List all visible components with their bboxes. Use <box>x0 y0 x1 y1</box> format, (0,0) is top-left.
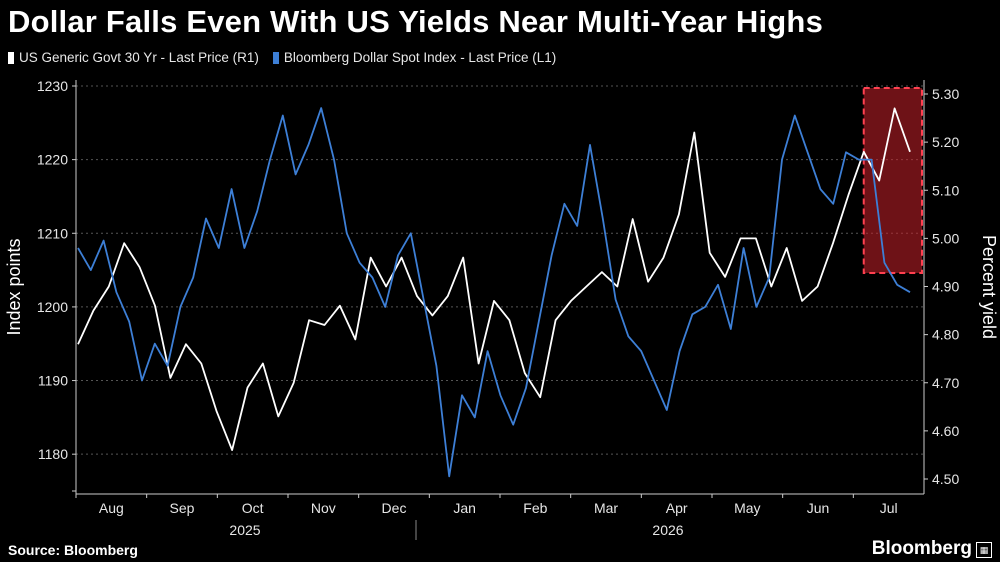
legend-swatch-yield <box>8 51 14 64</box>
y-right-tick-label: 5.20 <box>932 134 959 150</box>
brand-logo: Bloomberg <box>871 538 972 559</box>
legend-label-yield: US Generic Govt 30 Yr - Last Price (R1) <box>19 50 259 65</box>
x-tick-label: Sep <box>170 500 195 516</box>
x-tick-label: Feb <box>523 500 547 516</box>
y-left-axis-title: Index points <box>4 238 24 335</box>
y-left-tick-label: 1180 <box>38 446 68 462</box>
x-tick-label: Oct <box>242 500 264 516</box>
y-right-tick-label: 4.70 <box>932 375 959 391</box>
x-tick-label: Jun <box>807 500 830 516</box>
y-right-tick-label: 5.10 <box>932 182 959 198</box>
chart-title: Dollar Falls Even With US Yields Near Mu… <box>8 4 824 39</box>
y-right-axis-title: Percent yield <box>979 235 999 339</box>
legend-item-dollar: Bloomberg Dollar Spot Index - Last Price… <box>272 50 557 65</box>
x-tick-label: May <box>734 500 760 516</box>
dollar-series-line <box>77 107 911 478</box>
y-left-tick-label: 1200 <box>37 299 68 315</box>
x-tick-label: Nov <box>311 500 336 516</box>
x-year-label: 2025 <box>229 522 260 538</box>
legend-label-dollar: Bloomberg Dollar Spot Index - Last Price… <box>283 50 557 65</box>
series-layer <box>77 107 911 478</box>
y-right-tick-label: 5.30 <box>932 86 959 102</box>
y-left-tick-label: 1220 <box>37 152 68 168</box>
y-right-tick-label: 4.50 <box>932 471 959 487</box>
source-note: Source: Bloomberg <box>8 542 138 558</box>
grid-lines <box>76 85 924 455</box>
legend-swatch-dollar <box>272 51 279 64</box>
y-left-tick-label: 1230 <box>37 78 68 94</box>
y-right-tick-label: 5.00 <box>932 230 959 246</box>
x-tick-label: Jul <box>880 500 898 516</box>
x-tick-label: Apr <box>666 500 688 516</box>
axes-layer: 1230 1220 1210 1200 1190 1180 5.30 5.20 5.10 5.00… <box>4 78 999 540</box>
y-left-tick-label: 1190 <box>38 373 68 389</box>
y-right-tick-label: 4.90 <box>932 279 959 295</box>
x-year-label: 2026 <box>652 522 683 538</box>
y-right-tick-label: 4.60 <box>932 423 959 439</box>
legend-item-yield: US Generic Govt 30 Yr - Last Price (R1) <box>8 50 259 65</box>
y-right-tick-label: 4.80 <box>932 327 959 343</box>
bloomberg-icon: ▦ <box>976 542 992 558</box>
x-tick-label: Jan <box>453 500 476 516</box>
legend: US Generic Govt 30 Yr - Last Price (R1) … <box>8 50 556 65</box>
x-tick-label: Aug <box>99 500 124 516</box>
yield-series-line <box>77 107 911 452</box>
y-left-tick-label: 1210 <box>37 225 68 241</box>
x-tick-label: Dec <box>382 500 407 516</box>
x-tick-label: Mar <box>594 500 618 516</box>
